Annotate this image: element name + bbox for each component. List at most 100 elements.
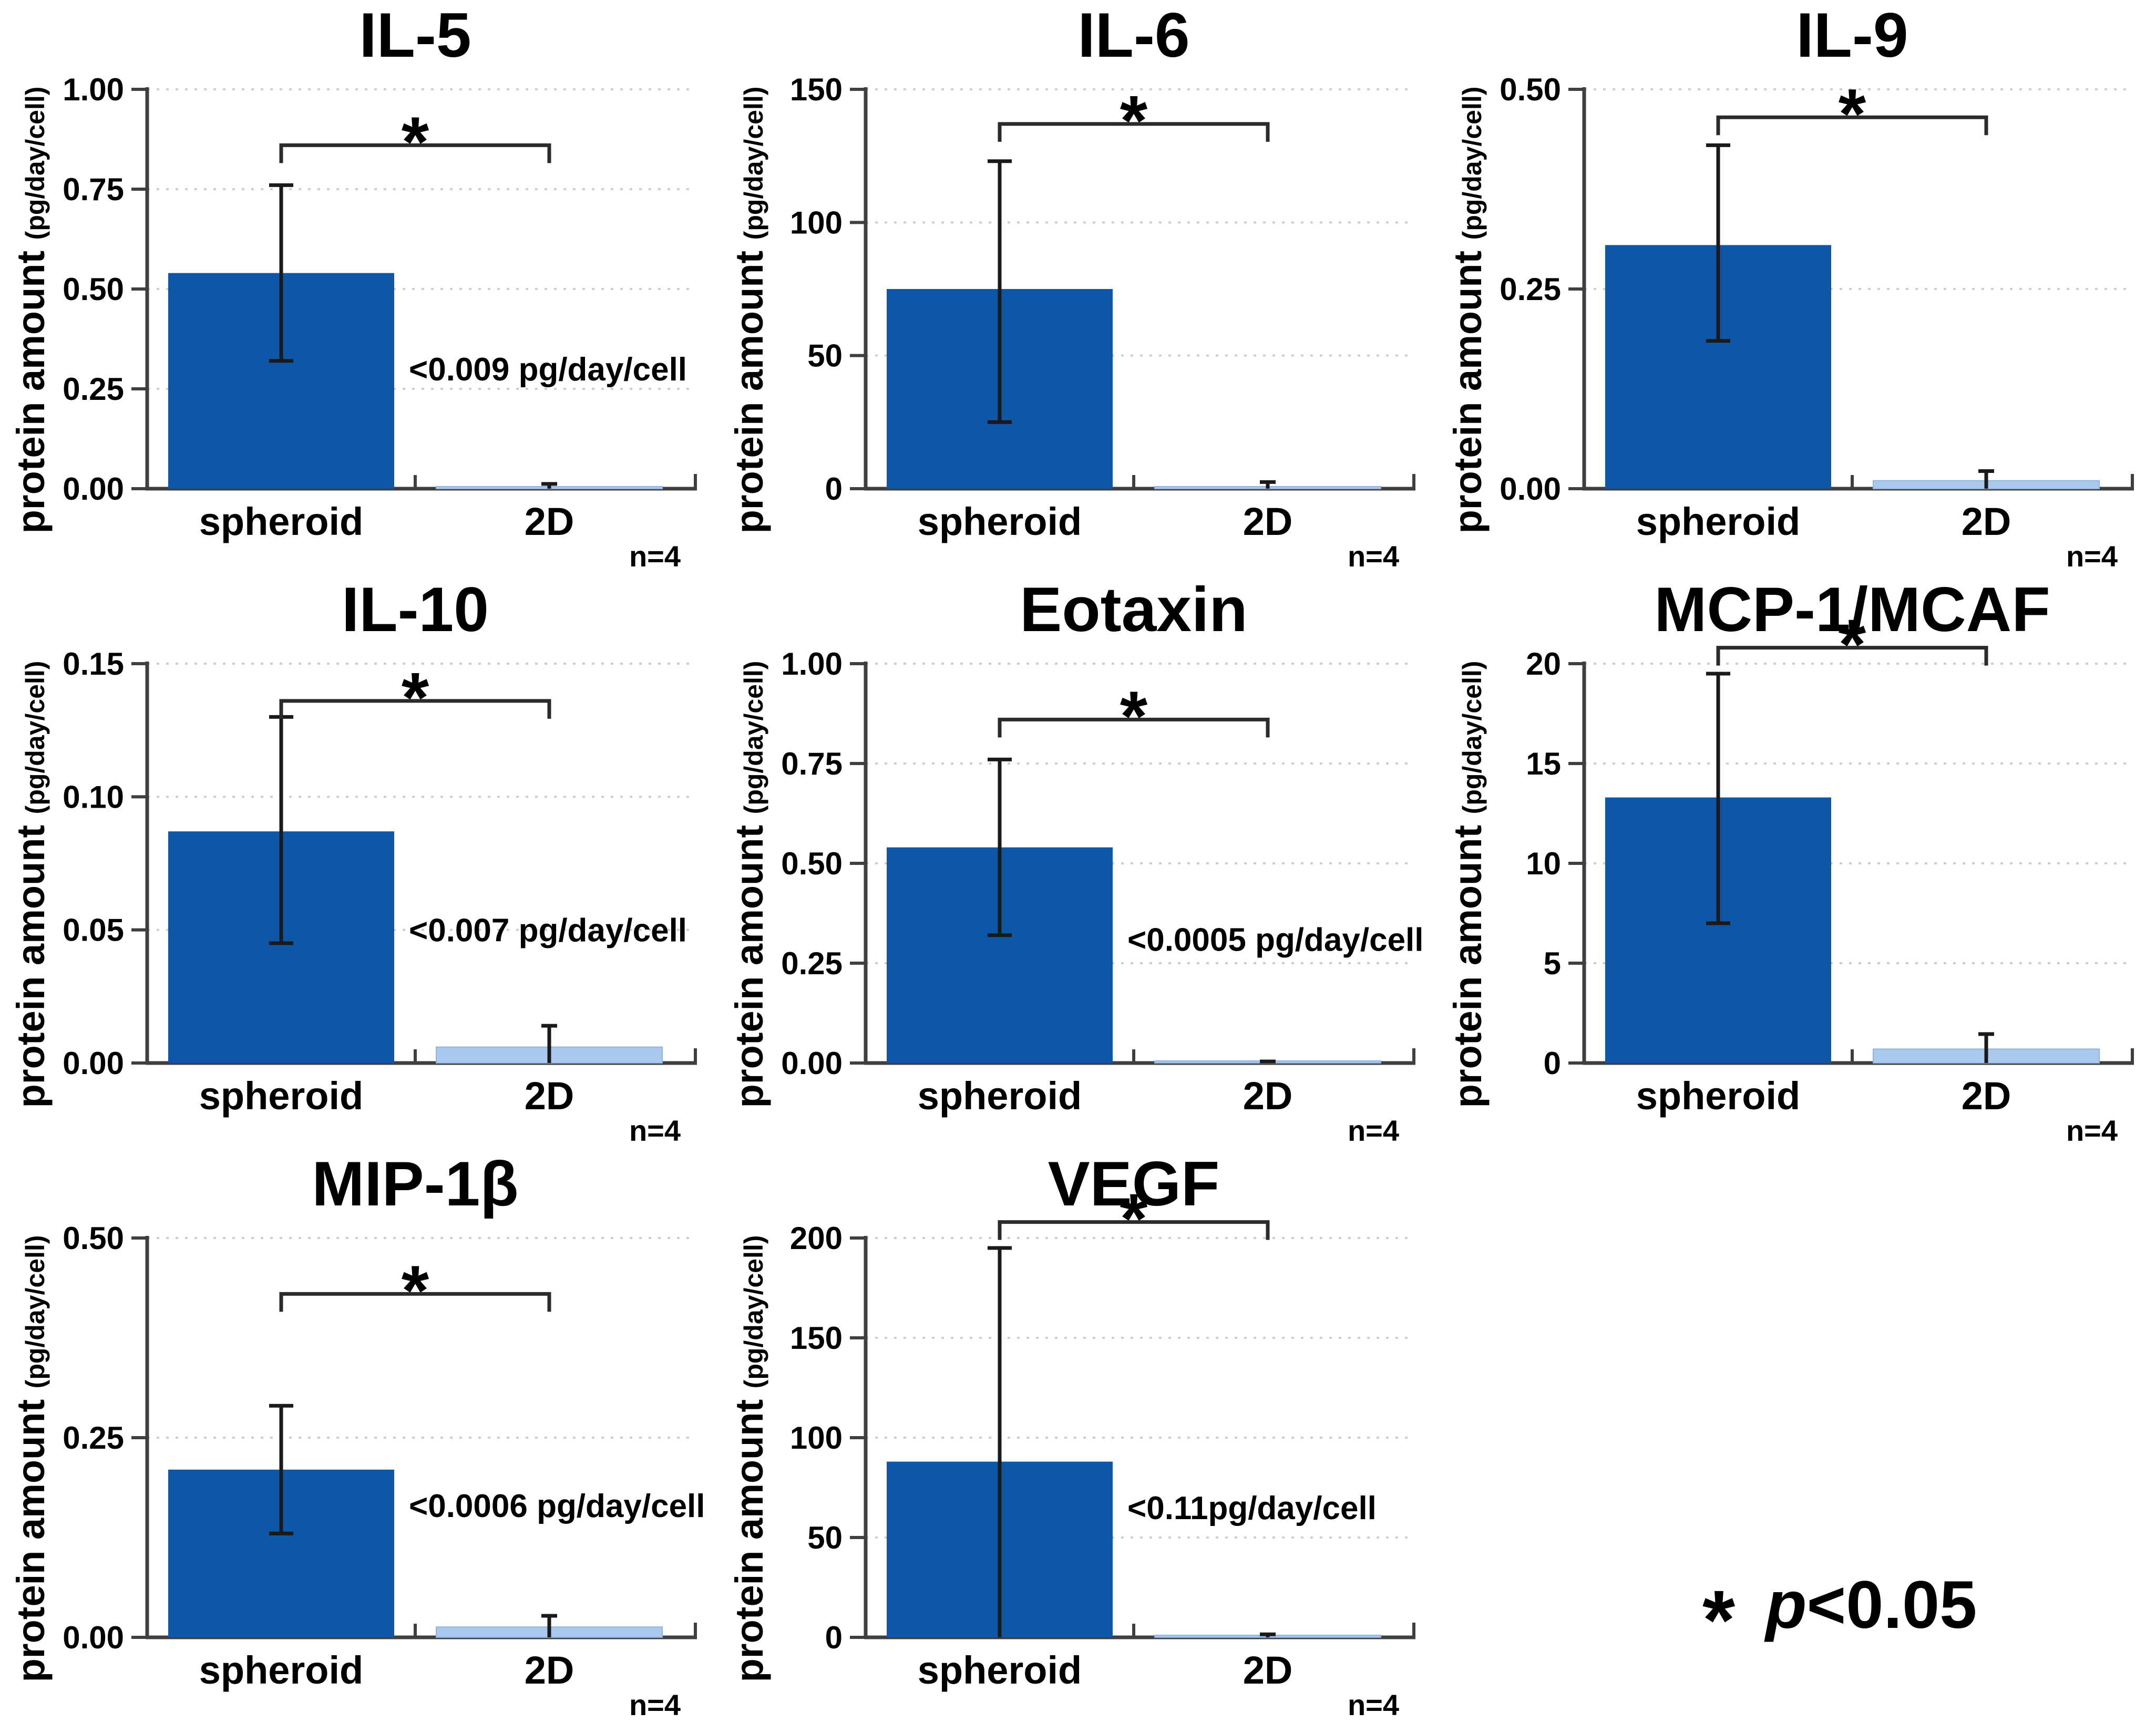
- category-label: 2D: [525, 1648, 574, 1692]
- category-label: spheroid: [1636, 500, 1800, 543]
- n-label: n=4: [2066, 540, 2118, 573]
- y-tick-label: 100: [790, 205, 843, 240]
- significance-bracket: [279, 1292, 551, 1312]
- y-axis-label-unit: (pg/day/cell): [1457, 661, 1487, 814]
- y-tick-label: 0.75: [63, 172, 124, 207]
- chart-title: MCP-1/MCAF: [1654, 574, 2050, 645]
- annotation-label: <0.0005 pg/day/cell: [1127, 922, 1424, 958]
- y-axis-label: protein amount (pg/day/cell): [1446, 87, 1490, 534]
- y-tick-label: 5: [1544, 946, 1561, 981]
- y-tick-label: 0.25: [63, 372, 124, 407]
- category-label: spheroid: [1636, 1074, 1800, 1118]
- y-tick-label: 20: [1526, 646, 1561, 682]
- category-label: 2D: [525, 500, 574, 543]
- chart-svg: 0 50 100 150 * IL-6 protein amount (pg/day/cel…: [727, 0, 1415, 573]
- n-label: n=4: [1348, 1114, 1399, 1147]
- legend-cell: * p<0.05: [1437, 1149, 2155, 1723]
- chart-svg: 0.00 0.25 0.50 0.75 1.00 * <0.009 pg/day/cell I…: [9, 0, 697, 573]
- y-tick-label: 1.00: [63, 72, 124, 107]
- y-axis-label-main: protein amount: [727, 1388, 771, 1682]
- category-label: spheroid: [199, 1648, 363, 1692]
- y-tick-label: 0: [825, 1620, 843, 1655]
- significance-bracket: [1716, 115, 1988, 136]
- significance-asterisk: *: [1839, 74, 1866, 153]
- y-tick-label: 1.00: [781, 646, 843, 682]
- y-axis-label-main: protein amount: [727, 814, 771, 1108]
- y-axis-label: protein amount (pg/day/cell): [727, 1235, 771, 1683]
- n-label: n=4: [2066, 1114, 2118, 1147]
- significance-legend: * p<0.05: [1702, 1566, 1977, 1668]
- y-tick-label: 0.50: [63, 1221, 124, 1256]
- category-label: spheroid: [199, 1074, 363, 1118]
- significance-asterisk: *: [1120, 1179, 1148, 1258]
- category-label: 2D: [1962, 1074, 2011, 1118]
- significance-bracket: [279, 699, 551, 719]
- chart-panel: 0.00 0.25 0.50 0.75 1.00 * <0.0005 pg/day/cell…: [718, 574, 1437, 1149]
- n-label: n=4: [629, 1688, 681, 1721]
- significance-asterisk: *: [1120, 81, 1148, 160]
- y-axis-label: protein amount (pg/day/cell): [9, 87, 53, 534]
- significance-asterisk: *: [402, 1251, 429, 1330]
- chart-title: VEGF: [1048, 1149, 1220, 1219]
- significance-bracket: [998, 122, 1270, 142]
- y-axis-label-unit: (pg/day/cell): [1457, 87, 1487, 240]
- y-tick-label: 0.25: [781, 946, 843, 981]
- significance-asterisk: *: [402, 658, 429, 737]
- y-tick-label: 0: [825, 471, 843, 507]
- y-tick-label: 0.50: [781, 846, 843, 881]
- y-tick-label: 150: [790, 1320, 843, 1356]
- significance-bracket: [998, 1220, 1270, 1240]
- y-axis-label-unit: (pg/day/cell): [20, 87, 50, 240]
- chart-panel: 0.00 0.05 0.10 0.15 * <0.007 pg/day/cell IL-10…: [0, 574, 718, 1149]
- y-tick-label: 0.25: [1500, 272, 1561, 307]
- y-tick-label: 0.10: [63, 779, 124, 814]
- y-tick-label: 100: [790, 1420, 843, 1456]
- chart-panel: 0 50 100 150 * IL-6 protein amount (pg/day/cel…: [718, 0, 1437, 574]
- significance-bracket: [998, 717, 1270, 738]
- y-axis-label-unit: (pg/day/cell): [739, 661, 768, 814]
- category-label: 2D: [1243, 1648, 1293, 1692]
- annotation-label: <0.007 pg/day/cell: [409, 913, 687, 949]
- y-axis-label-main: protein amount: [9, 814, 53, 1108]
- y-tick-label: 0.00: [1500, 471, 1561, 507]
- significance-asterisk: *: [402, 102, 429, 181]
- y-axis-label-unit: (pg/day/cell): [739, 1235, 768, 1389]
- y-axis-label: protein amount (pg/day/cell): [9, 661, 53, 1108]
- y-axis-label-unit: (pg/day/cell): [20, 661, 50, 814]
- y-tick-label: 0.15: [63, 646, 124, 682]
- chart-svg: 0.00 0.25 0.50 * <0.0006 pg/day/cell MIP-1β pr…: [9, 1149, 705, 1721]
- significance-asterisk: *: [1839, 605, 1866, 684]
- chart-svg: 0.00 0.25 0.50 *IL-9 protein amount (pg/day/…: [1446, 0, 2134, 573]
- y-tick-label: 0: [1544, 1046, 1561, 1081]
- y-tick-label: 50: [807, 338, 843, 374]
- y-tick-label: 0.75: [781, 746, 843, 781]
- y-tick-label: 0.50: [63, 272, 124, 307]
- y-axis-label: protein amount (pg/day/cell): [9, 1235, 53, 1683]
- y-tick-label: 0.05: [63, 913, 124, 948]
- legend-p-symbol: p: [1765, 1567, 1807, 1643]
- y-axis-label-main: protein amount: [9, 1388, 53, 1682]
- chart-svg: 0 50 100 150 200 * <0.11pg/day/cell VEGF protein…: [727, 1149, 1415, 1721]
- chart-title: IL-5: [359, 0, 471, 70]
- chart-svg: 0.00 0.25 0.50 0.75 1.00 * <0.0005 pg/day/cell…: [727, 574, 1424, 1147]
- y-tick-label: 15: [1526, 746, 1561, 781]
- y-axis-label-main: protein amount: [727, 240, 771, 533]
- annotation-label: <0.0006 pg/day/cell: [409, 1488, 705, 1524]
- annotation-label: <0.11pg/day/cell: [1127, 1490, 1377, 1526]
- n-label: n=4: [629, 1114, 681, 1147]
- category-label: 2D: [1962, 500, 2011, 543]
- y-tick-label: 200: [790, 1221, 843, 1256]
- category-label: spheroid: [918, 500, 1082, 543]
- y-axis-label: protein amount (pg/day/cell): [727, 661, 771, 1108]
- y-tick-label: 150: [790, 72, 843, 107]
- chart-title: MIP-1β: [312, 1149, 518, 1219]
- chart-svg: 0.00 0.05 0.10 0.15 * <0.007 pg/day/cell IL-10…: [9, 574, 697, 1147]
- legend-threshold: <0.05: [1806, 1567, 1977, 1643]
- y-axis-label: protein amount (pg/day/cell): [727, 87, 771, 534]
- significance-asterisk: *: [1120, 676, 1148, 756]
- y-tick-label: 0.00: [63, 471, 124, 507]
- category-label: spheroid: [918, 1648, 1082, 1692]
- y-axis-label-main: protein amount: [1446, 814, 1490, 1108]
- y-axis-label-main: protein amount: [1446, 240, 1490, 533]
